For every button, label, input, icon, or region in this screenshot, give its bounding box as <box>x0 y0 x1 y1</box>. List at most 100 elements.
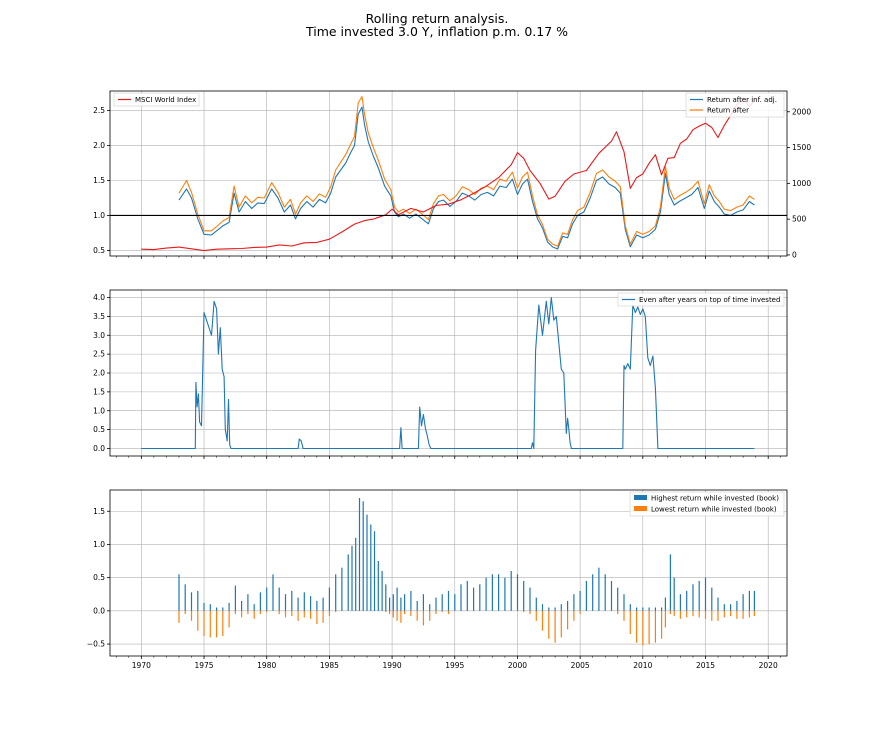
legend-bottom: Highest return while invested (book) Low… <box>629 491 785 517</box>
legend-swatch-highest <box>634 495 647 500</box>
bar-highest <box>567 600 569 611</box>
bar-highest <box>491 574 493 611</box>
panel-top: 0.5 1.0 1.5 2.0 2.5 0 500 1000 1500 2000 MSCI Wor… <box>93 90 811 260</box>
bar-highest <box>592 574 594 611</box>
bar-highest <box>422 594 424 611</box>
bar-highest <box>573 594 575 611</box>
x-tick-label: 1985 <box>320 661 339 670</box>
bar-highest <box>190 592 193 611</box>
bar-highest <box>642 607 644 611</box>
legend-middle: Even after years on top of time invested <box>617 292 785 307</box>
bar-highest <box>396 587 398 611</box>
bar-highest <box>736 600 738 611</box>
bar-highest <box>723 604 725 611</box>
bar-highest <box>661 607 663 611</box>
y-tick-label: 2.5 <box>93 350 105 359</box>
bar-highest <box>485 577 487 611</box>
bar-highest <box>623 594 625 611</box>
bar-highest <box>209 604 211 611</box>
bar-highest <box>610 581 613 611</box>
bar-highest <box>466 581 468 611</box>
bar-highest <box>504 577 506 611</box>
bar-lowest <box>523 610 525 613</box>
y-tick-label: 0.0 <box>93 606 105 615</box>
bar-highest <box>516 574 519 611</box>
bar-lowest <box>178 610 180 623</box>
bar-highest <box>748 590 750 611</box>
legend-label-inf-adj: Return after inf. adj. <box>707 96 777 104</box>
bar-lowest <box>416 610 418 621</box>
bar-highest <box>629 604 631 611</box>
legend-label-lowest: Lowest return while invested (book) <box>651 506 777 514</box>
x-tick-label: 1975 <box>194 661 213 670</box>
bar-highest <box>392 594 394 611</box>
bar-lowest <box>567 610 569 630</box>
bar-lowest <box>297 610 299 621</box>
x-tick-label: 2000 <box>508 661 527 670</box>
y-tick-label: 2.0 <box>93 369 105 378</box>
bar-highest <box>377 561 379 611</box>
bar-highest <box>247 594 249 611</box>
legend-swatch-lowest <box>634 506 647 511</box>
y-tick-label: 3.5 <box>93 312 105 321</box>
bar-highest <box>717 597 719 611</box>
panel-top-frame <box>109 90 788 257</box>
bar-highest <box>473 587 475 611</box>
bar-lowest <box>328 610 330 617</box>
bar-highest <box>373 531 376 611</box>
bar-lowest <box>335 610 337 613</box>
bar-lowest <box>284 610 287 618</box>
bar-lowest <box>573 610 575 621</box>
bar-lowest <box>203 610 205 636</box>
bar-highest <box>351 545 353 611</box>
y2-tick-label: 500 <box>792 215 807 224</box>
bar-highest <box>454 594 456 611</box>
y-tick-label: 1.0 <box>93 211 105 220</box>
bar-highest <box>381 571 383 611</box>
bar-highest <box>366 514 368 611</box>
bar-highest <box>241 600 243 611</box>
bar-highest <box>654 607 656 611</box>
bar-lowest <box>686 610 688 618</box>
bar-highest <box>598 567 600 611</box>
bar-lowest <box>723 610 725 618</box>
bar-lowest <box>579 610 581 615</box>
bar-highest <box>303 592 305 611</box>
bar-highest <box>328 587 330 611</box>
bar-lowest <box>636 610 638 643</box>
panel-middle: 0.0 0.5 1.0 1.5 2.0 2.5 3.0 3.5 4.0 Even after y… <box>93 289 788 459</box>
bar-lowest <box>560 610 562 638</box>
legend-label-return-after: Return after <box>707 107 749 115</box>
bar-lowest <box>389 610 391 615</box>
bar-highest <box>447 590 450 611</box>
bar-lowest <box>642 610 644 646</box>
bar-lowest <box>429 610 431 621</box>
series-msci-world-index-line <box>141 97 757 252</box>
bar-highest <box>203 602 205 611</box>
bar-highest <box>435 597 437 611</box>
bar-lowest <box>316 610 318 625</box>
bar-lowest <box>535 610 537 621</box>
bar-highest <box>498 574 500 611</box>
bar-lowest <box>711 610 713 621</box>
bar-lowest <box>673 610 675 617</box>
bar-lowest <box>266 610 268 613</box>
x-tick-label: 1980 <box>257 661 276 670</box>
legend-label-even-after: Even after years on top of time invested <box>639 296 780 304</box>
x-tick-label: 2015 <box>696 661 715 670</box>
bar-lowest <box>190 610 193 621</box>
bar-highest <box>362 501 364 611</box>
series-even-after-years-on-top-of-time-invested-line <box>141 296 755 450</box>
bar-lowest <box>396 610 398 621</box>
y2-tick-label: 1500 <box>792 143 811 152</box>
bar-lowest <box>435 610 437 615</box>
bar-highest <box>316 600 318 611</box>
bar-highest <box>460 584 462 611</box>
bar-highest <box>178 574 180 611</box>
bar-highest <box>228 602 230 611</box>
legend-middle-box <box>617 292 785 307</box>
bar-lowest <box>278 610 280 615</box>
bar-lowest <box>679 610 681 619</box>
y-tick-label: 1.5 <box>93 387 105 396</box>
